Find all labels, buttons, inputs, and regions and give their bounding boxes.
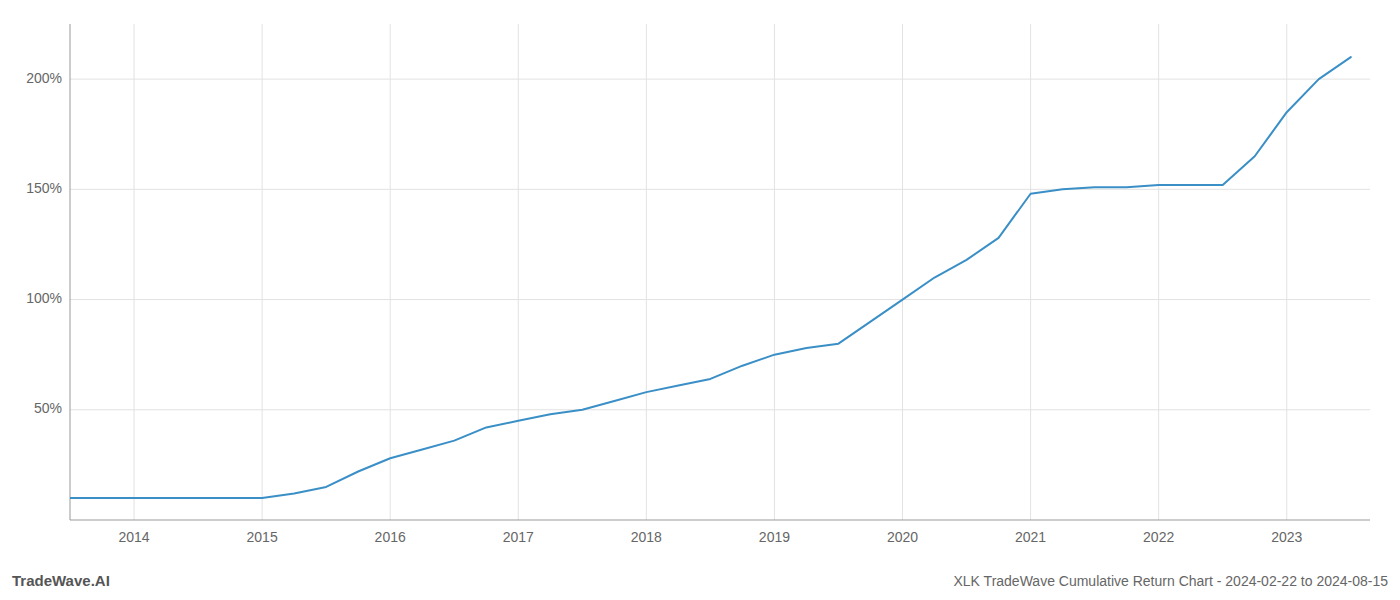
plot-area xyxy=(70,57,1351,498)
x-tick-label: 2017 xyxy=(503,529,534,545)
grid xyxy=(70,24,1370,520)
x-grid-line xyxy=(262,24,263,520)
x-grid-line xyxy=(1158,24,1159,520)
axes: 50% 100% 150% 200% 2014 2015 2016 2017 2018 2019 2… xyxy=(26,24,1370,545)
watermark: TradeWave.AI xyxy=(12,572,110,589)
x-grid-line xyxy=(134,24,135,520)
x-tick-label: 2021 xyxy=(1015,529,1046,545)
y-grid-line xyxy=(70,79,1370,80)
x-grid-line xyxy=(774,24,775,520)
x-tick-label: 2019 xyxy=(759,529,790,545)
x-grid-line xyxy=(1030,24,1031,520)
x-axis-line xyxy=(70,520,1370,521)
x-grid-line xyxy=(646,24,647,520)
chart: 50% 100% 150% 200% 2014 2015 2016 2017 2018 2019 2… xyxy=(0,0,1400,600)
x-tick-label: 2014 xyxy=(118,529,149,545)
x-grid-line xyxy=(1286,24,1287,520)
x-tick-label: 2020 xyxy=(887,529,918,545)
y-tick-label: 50% xyxy=(34,400,62,416)
x-tick-label: 2016 xyxy=(375,529,406,545)
y-grid-line xyxy=(70,409,1370,410)
y-axis-line xyxy=(70,24,71,520)
y-tick-label: 100% xyxy=(26,290,62,306)
y-grid-line xyxy=(70,299,1370,300)
y-tick-label: 150% xyxy=(26,180,62,196)
x-tick-label: 2018 xyxy=(631,529,662,545)
y-tick-label: 200% xyxy=(26,70,62,86)
x-grid-line xyxy=(902,24,903,520)
x-tick-label: 2015 xyxy=(247,529,278,545)
x-tick-label: 2022 xyxy=(1143,529,1174,545)
line xyxy=(70,57,1351,498)
x-grid-line xyxy=(390,24,391,520)
x-tick-label: 2023 xyxy=(1271,529,1302,545)
x-grid-line xyxy=(518,24,519,520)
y-grid-line xyxy=(70,189,1370,190)
title: XLK TradeWave Cumulative Return Chart - … xyxy=(954,573,1389,589)
